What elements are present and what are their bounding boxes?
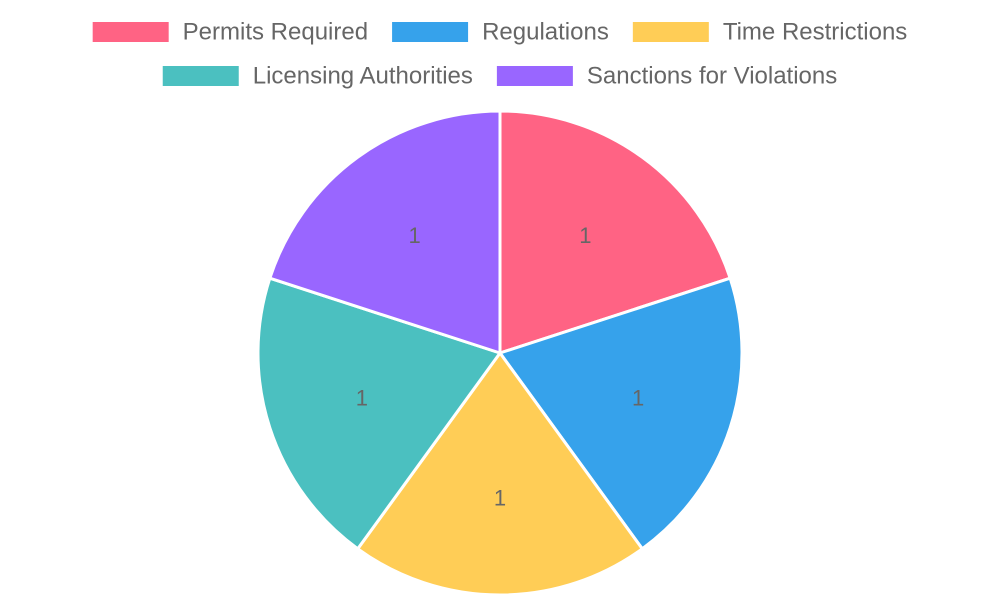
legend-swatch-permits-required bbox=[92, 22, 169, 42]
legend-swatch-licensing-authorities bbox=[162, 66, 239, 86]
legend-swatch-sanctions-for-violations bbox=[496, 66, 573, 86]
pie-data-labels: 1 1 1 1 1 bbox=[356, 223, 644, 511]
legend-label-time-restrictions: Time Restrictions bbox=[723, 19, 907, 46]
data-label-licensing-authorities: 1 bbox=[356, 385, 368, 410]
legend-item-time-restrictions[interactable]: Time Restrictions bbox=[632, 19, 907, 46]
data-label-sanctions-for-violations: 1 bbox=[409, 223, 421, 248]
legend-label-sanctions-for-violations: Sanctions for Violations bbox=[587, 63, 837, 90]
chart-legend: Permits Required Regulations Time Restrict… bbox=[92, 19, 907, 90]
pie-slices bbox=[256, 109, 744, 597]
data-label-time-restrictions: 1 bbox=[494, 486, 506, 511]
pie-slice-time-restrictions[interactable] bbox=[356, 351, 644, 597]
pie-slice-sanctions-for-violations[interactable] bbox=[268, 109, 502, 355]
legend-item-licensing-authorities[interactable]: Licensing Authorities bbox=[162, 63, 473, 90]
legend-item-sanctions-for-violations[interactable]: Sanctions for Violations bbox=[496, 63, 837, 90]
pie-slice-permits-required[interactable] bbox=[498, 109, 732, 355]
legend-item-permits-required[interactable]: Permits Required bbox=[92, 19, 368, 46]
legend-item-regulations[interactable]: Regulations bbox=[392, 19, 609, 46]
legend-swatch-time-restrictions bbox=[632, 22, 709, 42]
legend-label-licensing-authorities: Licensing Authorities bbox=[253, 63, 473, 90]
pie-slice-licensing-authorities[interactable] bbox=[256, 276, 502, 551]
legend-label-regulations: Regulations bbox=[482, 19, 609, 46]
pie-slice-regulations[interactable] bbox=[498, 276, 744, 551]
data-label-regulations: 1 bbox=[632, 385, 644, 410]
legend-swatch-regulations bbox=[392, 22, 469, 42]
data-label-permits-required: 1 bbox=[579, 223, 591, 248]
legend-label-permits-required: Permits Required bbox=[183, 19, 368, 46]
